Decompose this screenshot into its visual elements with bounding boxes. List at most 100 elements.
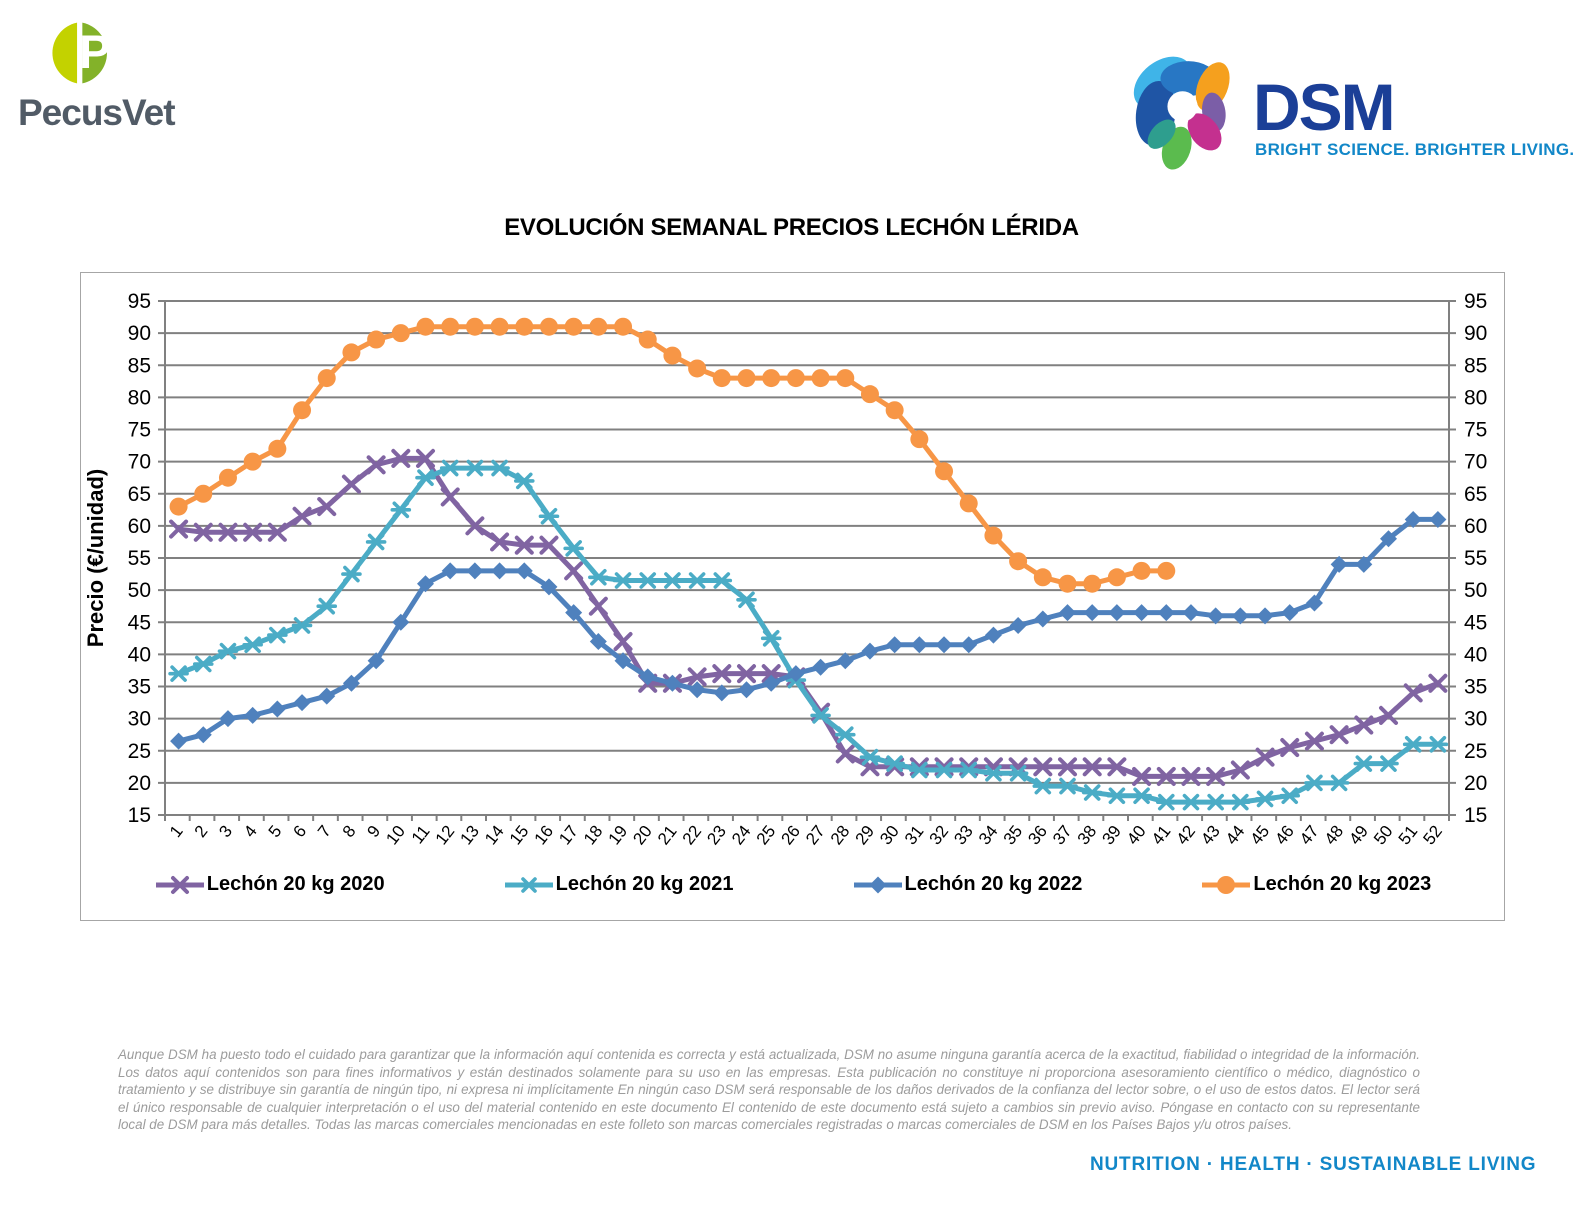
x-axis-label: 8 [339, 822, 360, 841]
x-axis-label: 50 [1370, 822, 1397, 849]
y-axis-label-left: 95 [128, 290, 151, 313]
legend-marker-icon [853, 876, 902, 893]
data-point [417, 575, 435, 593]
data-point [737, 664, 757, 684]
data-point [1355, 555, 1373, 573]
dsm-wordmark: DSM [1253, 70, 1396, 144]
data-point [762, 674, 780, 692]
x-axis-label: 35 [1000, 822, 1027, 849]
legend-marker-icon [1202, 875, 1251, 894]
x-axis-label: 7 [314, 822, 335, 841]
x-axis-label: 44 [1222, 822, 1249, 849]
y-axis-label-left: 75 [128, 419, 151, 442]
data-point [886, 636, 904, 654]
x-axis-label: 9 [363, 822, 384, 841]
data-point [1009, 616, 1027, 634]
x-axis-label: 16 [530, 822, 557, 849]
data-point [243, 452, 262, 471]
data-point [1379, 705, 1399, 725]
data-point [267, 522, 287, 542]
y-axis-label-left: 20 [128, 772, 151, 795]
data-point [1182, 604, 1200, 622]
x-axis-label: 38 [1074, 822, 1101, 849]
data-point [491, 562, 509, 580]
data-point [663, 346, 682, 365]
x-axis-label: 1 [166, 822, 187, 841]
y-axis-label-left: 55 [128, 547, 151, 570]
y-axis-label-right: 95 [1464, 290, 1487, 313]
data-point [1009, 552, 1028, 571]
data-point [935, 462, 954, 481]
data-point [687, 667, 707, 687]
y-axis-label-right: 65 [1464, 483, 1487, 506]
x-axis-label: 46 [1271, 822, 1298, 849]
data-point [366, 455, 386, 475]
data-point [1083, 604, 1101, 622]
svg-text:P: P [79, 26, 111, 79]
series-line [176, 516, 1441, 744]
y-axis-label-left: 70 [128, 451, 151, 474]
data-point [367, 652, 385, 670]
data-point [465, 317, 484, 336]
data-point [1281, 604, 1299, 622]
data-point [515, 562, 533, 580]
data-point [614, 317, 633, 336]
y-axis-label-left: 15 [128, 804, 151, 827]
data-point [318, 687, 336, 705]
y-axis-label-right: 60 [1464, 515, 1487, 538]
chart-title: EVOLUCIÓN SEMANAL PRECIOS LECHÓN LÉRIDA [504, 214, 1079, 241]
data-point [490, 532, 510, 552]
data-point [1058, 757, 1078, 777]
x-axis-label: 26 [777, 822, 804, 849]
y-axis-label-left: 80 [128, 386, 151, 409]
data-point [194, 726, 212, 744]
legend-item: Lechón 20 kg 2022 [852, 873, 1083, 896]
data-point [268, 700, 286, 718]
data-point [441, 317, 460, 336]
data-point [539, 535, 559, 555]
data-point [1330, 555, 1348, 573]
y-axis-label-right: 50 [1464, 579, 1487, 602]
legend-marker-icon [504, 876, 553, 893]
y-axis-label-left: 85 [128, 354, 151, 377]
legend-label: Lechón 20 kg 2022 [904, 873, 1083, 895]
y-axis-label-right: 15 [1464, 804, 1487, 827]
data-point [392, 613, 410, 631]
data-point [465, 516, 485, 536]
data-point [638, 330, 657, 349]
data-point [1156, 766, 1176, 786]
data-point [1082, 757, 1102, 777]
data-point [219, 710, 237, 728]
data-point [861, 642, 879, 660]
data-point [960, 636, 978, 654]
x-axis-label: 51 [1395, 822, 1422, 849]
data-point [1181, 766, 1201, 786]
data-point [1108, 604, 1126, 622]
data-point [1033, 568, 1052, 587]
pecusvet-logo: P PecusVet [18, 22, 198, 134]
data-point [1256, 607, 1274, 625]
x-axis-label: 20 [629, 822, 656, 849]
x-axis-label: 3 [215, 822, 236, 841]
disclaimer-text: Aunque DSM ha puesto todo el cuidado par… [118, 1047, 1420, 1133]
data-point [786, 369, 805, 388]
data-point [1083, 574, 1102, 593]
y-axis-label-left: 50 [128, 579, 151, 602]
data-point [1157, 604, 1175, 622]
data-point [1157, 561, 1176, 580]
data-point [688, 359, 707, 378]
series-line [176, 465, 1441, 805]
data-point [490, 317, 509, 336]
data-point [243, 522, 263, 542]
data-point [1304, 731, 1324, 751]
data-point [688, 681, 706, 699]
x-axis-label: 21 [654, 822, 681, 849]
data-point [589, 317, 608, 336]
x-axis-label: 32 [926, 822, 953, 849]
y-axis-label-right: 35 [1464, 676, 1487, 699]
y-axis-label-right: 75 [1464, 419, 1487, 442]
y-axis-label-right: 85 [1464, 354, 1487, 377]
data-point [712, 369, 731, 388]
x-axis-label: 28 [827, 822, 854, 849]
x-axis-label: 47 [1296, 822, 1323, 849]
